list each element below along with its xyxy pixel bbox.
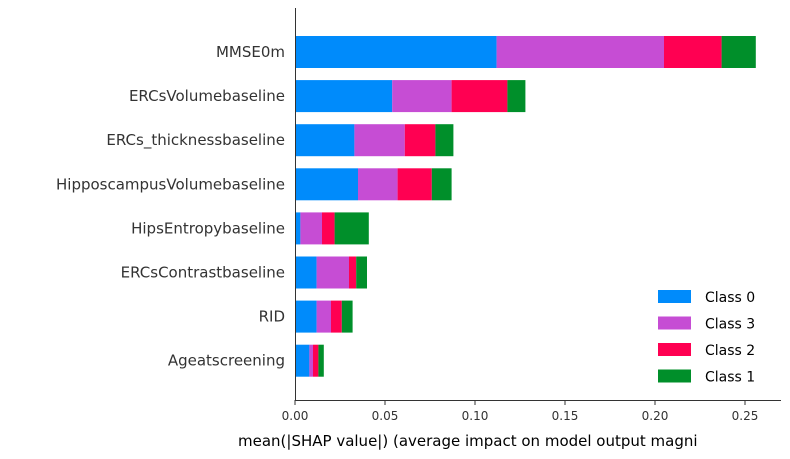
legend-label: Class 1 (705, 370, 755, 386)
legend: Class 0 Class 3 Class 2 Class 1 (658, 290, 755, 386)
bar-segment-class-3 (316, 300, 331, 333)
legend-swatch-class-0 (658, 290, 691, 303)
bar-segment-class-0 (295, 168, 358, 201)
bar-segment-class-2 (397, 168, 432, 201)
x-tick-label: 0.10 (462, 409, 489, 423)
axes-layer: 0.00 0.05 0.10 0.15 0.20 0.25 (282, 8, 781, 423)
x-tick-label: 0.15 (552, 409, 579, 423)
legend-swatch-class-1 (658, 369, 691, 383)
legend-label: Class 2 (705, 343, 755, 359)
bar-segment-class-3 (358, 168, 398, 201)
category-label: HipsEntropybaseline (131, 219, 285, 237)
category-label: ERCs_thicknessbaseline (106, 131, 285, 150)
bar-segment-class-0 (295, 300, 317, 333)
category-label: Ageatscreening (168, 352, 285, 370)
bar-segment-class-1 (431, 168, 452, 201)
bar-segment-class-0 (295, 36, 497, 68)
bars-layer (295, 36, 756, 377)
bar-segment-class-0 (295, 344, 310, 377)
category-label: ERCsVolumebaseline (129, 87, 285, 105)
legend-swatch-class-3 (658, 316, 691, 330)
x-tick-label: 0.00 (282, 409, 309, 423)
bar-segment-class-3 (392, 80, 452, 113)
bar-segment-class-2 (451, 80, 508, 113)
category-label: ERCsContrastbaseline (121, 264, 285, 282)
bar-segment-class-2 (664, 36, 722, 68)
bar-segment-class-1 (341, 300, 353, 333)
bar-segment-class-3 (309, 344, 313, 377)
category-label: RID (259, 308, 285, 326)
category-label: HipposcampusVolumebaseline (56, 175, 285, 193)
bar-segment-class-1 (318, 344, 324, 377)
category-label: MMSE0m (216, 43, 285, 61)
category-labels: MMSE0m ERCsVolumebaseline ERCs_thicknessba… (56, 43, 285, 370)
bar-segment-class-3 (300, 212, 322, 245)
legend-label: Class 3 (705, 317, 755, 333)
x-axis-title: mean(|SHAP value|) (average impact on mo… (238, 432, 698, 450)
bar-segment-class-1 (507, 80, 526, 113)
bar-segment-class-0 (295, 212, 301, 245)
x-tick-label: 0.05 (372, 409, 399, 423)
bar-segment-class-2 (313, 344, 319, 377)
bar-segment-class-3 (496, 36, 664, 68)
x-tick-label: 0.20 (642, 409, 669, 423)
legend-label: Class 0 (705, 290, 755, 306)
bar-segment-class-2 (349, 256, 357, 289)
legend-swatch-class-2 (658, 343, 691, 356)
bar-segment-class-3 (354, 124, 405, 157)
bar-segment-class-2 (322, 212, 335, 245)
bar-segment-class-0 (295, 80, 393, 113)
bar-segment-class-1 (356, 256, 367, 289)
x-tick-label: 0.25 (732, 409, 759, 423)
bar-segment-class-2 (404, 124, 436, 157)
bar-segment-class-0 (295, 256, 317, 289)
bar-segment-class-2 (331, 300, 342, 333)
bar-segment-class-3 (316, 256, 349, 289)
bar-segment-class-1 (435, 124, 454, 157)
bar-segment-class-1 (721, 36, 756, 68)
bar-segment-class-0 (295, 124, 355, 157)
bar-segment-class-1 (334, 212, 369, 245)
